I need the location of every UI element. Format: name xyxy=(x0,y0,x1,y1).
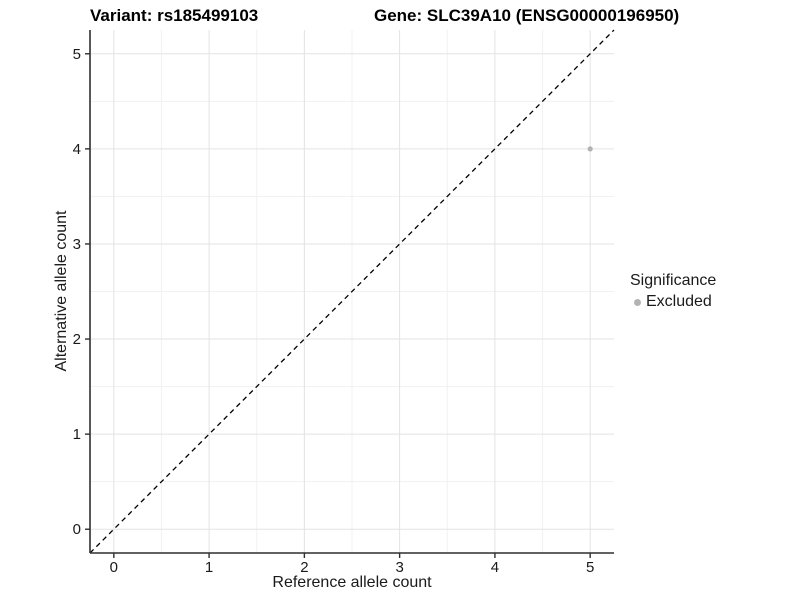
y-tick-label: 5 xyxy=(73,46,81,63)
legend: Significance Excluded xyxy=(630,272,716,311)
data-point xyxy=(587,146,593,152)
y-tick-label: 1 xyxy=(73,426,81,443)
y-tick-label: 0 xyxy=(73,521,81,538)
x-tick-label: 4 xyxy=(491,559,499,576)
y-axis-title: Alternative allele count xyxy=(53,210,70,372)
identity-reference-line xyxy=(89,29,615,554)
x-tick-label: 0 xyxy=(110,559,118,576)
x-tick-label: 1 xyxy=(205,559,213,576)
x-tick-label: 5 xyxy=(586,559,594,576)
y-tick-label: 3 xyxy=(73,236,81,253)
legend-item-excluded: Excluded xyxy=(630,293,716,311)
x-tick-label: 3 xyxy=(395,559,403,576)
legend-item-label: Excluded xyxy=(646,293,712,310)
x-tick-label: 2 xyxy=(300,559,308,576)
y-tick-label: 4 xyxy=(73,141,81,158)
legend-title: Significance xyxy=(630,272,717,289)
variant-title: Variant: rs185499103 xyxy=(90,6,259,25)
y-tick-label: 2 xyxy=(73,331,81,348)
x-axis-title: Reference allele count xyxy=(272,574,432,591)
gene-title: Gene: SLC39A10 (ENSG00000196950) xyxy=(374,6,680,25)
excluded-marker-icon xyxy=(634,298,641,306)
